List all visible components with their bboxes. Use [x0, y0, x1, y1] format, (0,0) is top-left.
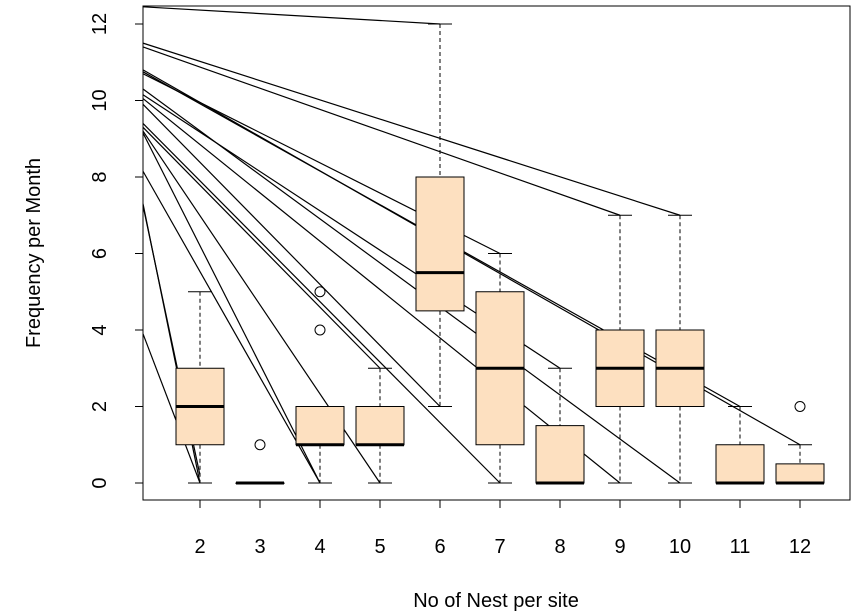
box-10: [655, 214, 705, 484]
x-tick-label: 5: [374, 536, 385, 558]
box-11: [715, 406, 765, 485]
box-body: [415, 176, 465, 312]
outlier-point: [254, 439, 266, 451]
box-9: [595, 214, 645, 484]
trend-line: [142, 6, 441, 25]
box-body: [535, 425, 585, 484]
x-tick-label: 11: [730, 536, 751, 558]
trend-line: [142, 46, 621, 216]
outlier-point: [314, 324, 326, 336]
box-body: [775, 463, 825, 484]
x-tick-label: 8: [554, 536, 565, 558]
box-12: [775, 401, 825, 485]
y-tick-label: 4: [89, 324, 111, 335]
trend-line: [142, 98, 621, 484]
y-axis-title: Frequency per Month: [23, 158, 45, 348]
box-7: [475, 253, 525, 484]
trend-line: [142, 123, 501, 484]
trend-line: [142, 42, 681, 216]
y-tick-label: 10: [89, 89, 111, 111]
boxes: [175, 23, 825, 485]
y-tick-label: 6: [89, 248, 111, 259]
outlier-point: [314, 286, 326, 298]
x-tick-label: 2: [194, 536, 205, 558]
x-axis-title: No of Nest per site: [413, 590, 579, 612]
outlier-point: [794, 401, 806, 412]
trend-lines: [142, 6, 801, 484]
trend-line: [142, 333, 201, 484]
box-4: [295, 286, 345, 484]
box-body: [355, 406, 405, 446]
box-body: [715, 444, 765, 484]
y-tick-label: 0: [89, 477, 111, 488]
y-tick-label: 8: [89, 171, 111, 182]
trend-line: [142, 126, 381, 369]
box-8: [535, 367, 585, 485]
trend-line: [142, 103, 441, 407]
box-5: [355, 367, 405, 484]
x-tick-label: 7: [494, 536, 505, 558]
x-tick-label: 12: [789, 536, 811, 558]
box-3: [235, 439, 285, 485]
x-tick-label: 3: [254, 536, 265, 558]
trend-line: [142, 132, 321, 484]
box-body: [295, 406, 345, 446]
x-tick-label: 4: [314, 536, 325, 558]
box-2: [175, 291, 225, 484]
box-6: [415, 23, 465, 407]
y-tick-label: 12: [89, 13, 111, 35]
x-tick-label: 9: [614, 536, 625, 558]
y-tick-label: 2: [89, 401, 111, 412]
trend-line: [142, 88, 681, 484]
axes: 0 2 4 6 8 10 12 2 3 4 5 6 7 8 9 10 11 12: [89, 13, 811, 558]
x-tick-label: 6: [434, 536, 445, 558]
x-tick-label: 10: [669, 536, 691, 558]
trend-line: [142, 170, 321, 484]
